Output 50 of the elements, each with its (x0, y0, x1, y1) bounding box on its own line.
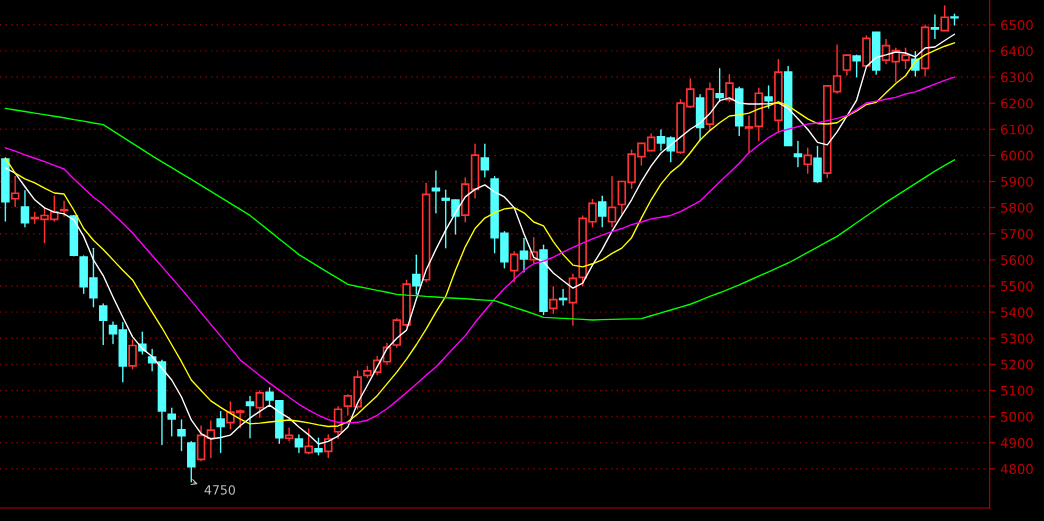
candlestick (940, 5, 949, 32)
candlestick (715, 67, 724, 103)
y-tick-label: 5600 (1001, 255, 1033, 266)
candlestick (216, 410, 225, 454)
y-tick-label: 5800 (1001, 202, 1033, 213)
y-tick-label: 5900 (1001, 176, 1033, 187)
y-tick-label: 6400 (1001, 46, 1033, 57)
y-tick-label: 5500 (1001, 281, 1033, 292)
candlestick (813, 145, 822, 184)
candlestick (20, 189, 30, 228)
y-tick-label: 5000 (1001, 411, 1033, 422)
y-tick-label: 6300 (1001, 72, 1033, 83)
y-tick-label: 6000 (1001, 150, 1033, 161)
candlestick (842, 54, 852, 76)
candlestick (98, 303, 108, 346)
y-tick-label: 5700 (1001, 228, 1033, 239)
candlestick (431, 170, 441, 214)
y-tick-label: 5400 (1001, 307, 1033, 318)
y-tick-label: 5200 (1001, 359, 1033, 370)
candlestick (304, 428, 313, 455)
candlestick (793, 140, 803, 168)
candlestick (412, 254, 421, 295)
candlestick (549, 286, 558, 315)
candlestick (725, 73, 734, 103)
y-tick-label: 4900 (1000, 437, 1033, 448)
y-tick-label: 6500 (1001, 20, 1033, 31)
candlestick (255, 390, 265, 419)
y-tick-label: 6200 (1001, 98, 1033, 109)
candlestick (245, 395, 255, 439)
line-series (4, 107, 956, 321)
candlestick (764, 85, 773, 109)
y-tick-label: 5100 (1001, 385, 1033, 396)
candlestick (509, 251, 519, 283)
candlestick (744, 115, 754, 154)
candlestick (930, 14, 940, 40)
candlestick (803, 147, 812, 174)
annotation: 4750 (204, 485, 235, 495)
y-tick-label: 5300 (1001, 333, 1033, 344)
candlestick (852, 54, 861, 78)
y-tick-label: 6100 (1001, 124, 1033, 135)
y-tick-label: 4800 (1000, 464, 1033, 474)
candlestick (108, 321, 118, 345)
candlestick (10, 175, 20, 208)
candlestick (128, 339, 137, 370)
candlestick (167, 407, 176, 437)
candlestick (177, 419, 186, 452)
candlestick (480, 143, 490, 178)
candlestick (607, 176, 617, 228)
candlestick (519, 237, 529, 273)
candlestick (597, 195, 607, 228)
